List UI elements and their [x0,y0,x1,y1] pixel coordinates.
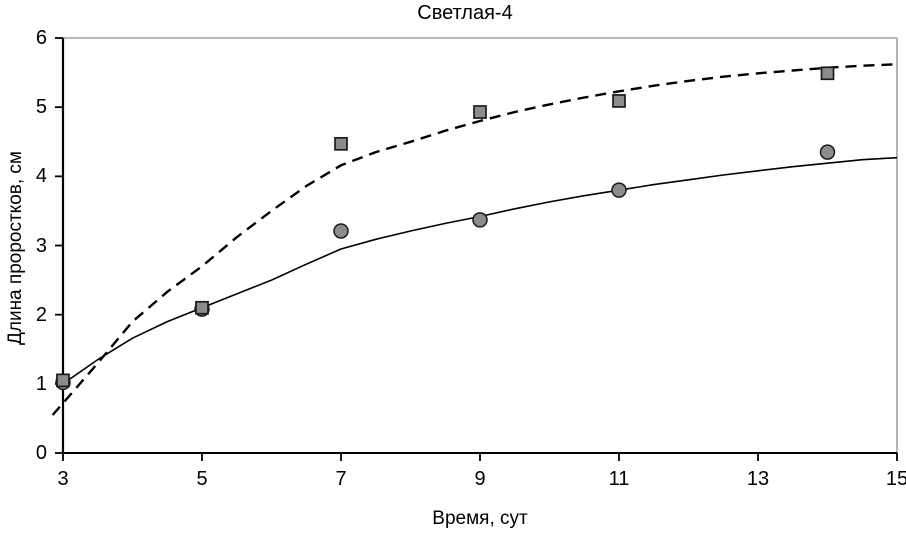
x-tick-label: 3 [57,468,69,490]
y-tick-label: 3 [35,234,47,257]
marker-circle [472,212,488,228]
x-tick-label: 15 [885,468,906,490]
x-tick-label: 7 [335,468,347,490]
marker-square [612,94,626,108]
marker-square [195,300,209,315]
x-tick-label: 5 [196,468,208,490]
chart-title: Светлая-4 [417,2,513,24]
x-tick-label: 13 [746,468,770,490]
x-axis-title: Время, сут [432,508,528,529]
y-tick-label: 6 [35,27,47,49]
y-tick-label: 0 [35,442,47,464]
trend-line-solid [62,156,898,385]
y-tick-label: 1 [35,372,47,395]
y-tick-label: 5 [35,96,47,119]
x-tick-label: 9 [474,468,486,490]
marker-square [56,373,70,388]
trend-line-dashed [51,63,898,416]
marker-circle [611,182,627,198]
y-tick-label: 2 [35,303,47,326]
marker-circle [819,144,836,160]
marker-circle [333,223,349,239]
x-tick-label: 11 [608,468,630,490]
marker-square [820,66,835,81]
y-tick-label: 4 [35,165,47,188]
marker-square [334,136,348,151]
marker-square [473,105,487,119]
